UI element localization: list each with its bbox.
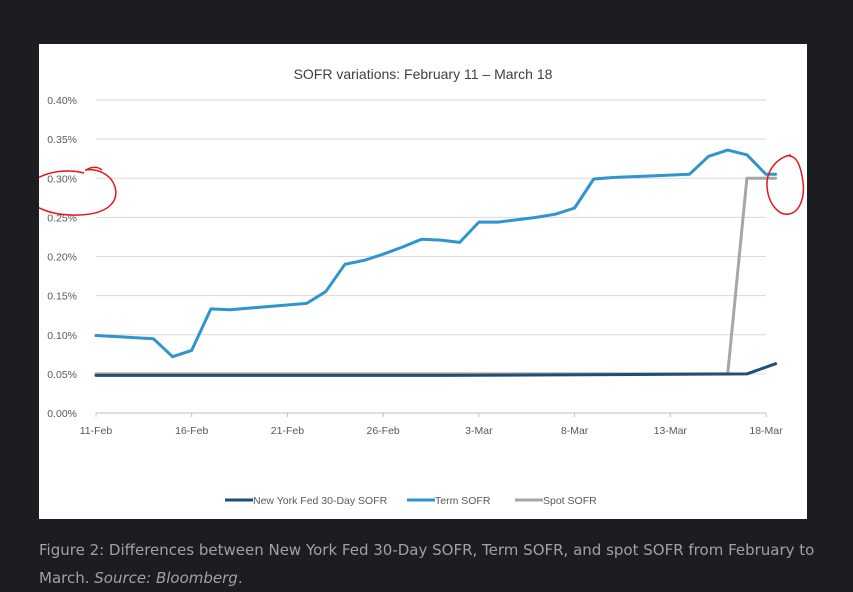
x-tick-label: 26-Feb: [367, 425, 400, 437]
x-tick-label: 11-Feb: [80, 425, 113, 437]
legend-label: Term SOFR: [435, 495, 491, 507]
figure-caption: Figure 2: Differences between New York F…: [39, 536, 829, 592]
legend-label: New York Fed 30-Day SOFR: [253, 495, 388, 507]
chart-card: SOFR variations: February 11 – March 18 0…: [39, 44, 807, 519]
annotation-circle-y-axis: [39, 168, 117, 216]
legend-label: Spot SOFR: [543, 495, 597, 507]
x-tick-label: 21-Feb: [271, 425, 304, 437]
x-tick-label: 8-Mar: [561, 425, 589, 437]
annotation-circle-tail: [85, 166, 103, 171]
y-tick-label: 0.30%: [47, 173, 77, 185]
y-tick-label: 0.05%: [47, 369, 77, 381]
series-line-term-sofr: [94, 148, 778, 359]
x-tick-label: 18-Mar: [749, 425, 783, 437]
x-tick-label: 16-Feb: [175, 425, 208, 437]
y-tick-label: 0.35%: [47, 134, 77, 146]
chart-title: SOFR variations: February 11 – March 18: [294, 66, 553, 82]
y-tick-label: 0.00%: [47, 408, 77, 420]
caption-source-end: .: [237, 569, 243, 587]
caption-source: Source: Bloomberg: [94, 569, 238, 587]
y-tick-label: 0.10%: [47, 330, 77, 342]
sofr-line-chart: SOFR variations: February 11 – March 18 0…: [39, 66, 805, 507]
y-tick-label: 0.15%: [47, 291, 77, 303]
x-tick-label: 13-Mar: [654, 425, 688, 437]
annotation-circle-right: [766, 154, 805, 215]
series-line-new-york-fed-30-day-sofr: [94, 362, 778, 377]
series-line-spot-sofr: [94, 176, 778, 376]
y-tick-label: 0.40%: [47, 95, 77, 107]
y-tick-label: 0.20%: [47, 252, 77, 264]
x-tick-label: 3-Mar: [465, 425, 493, 437]
caption-text: Figure 2: Differences between New York F…: [39, 541, 815, 587]
